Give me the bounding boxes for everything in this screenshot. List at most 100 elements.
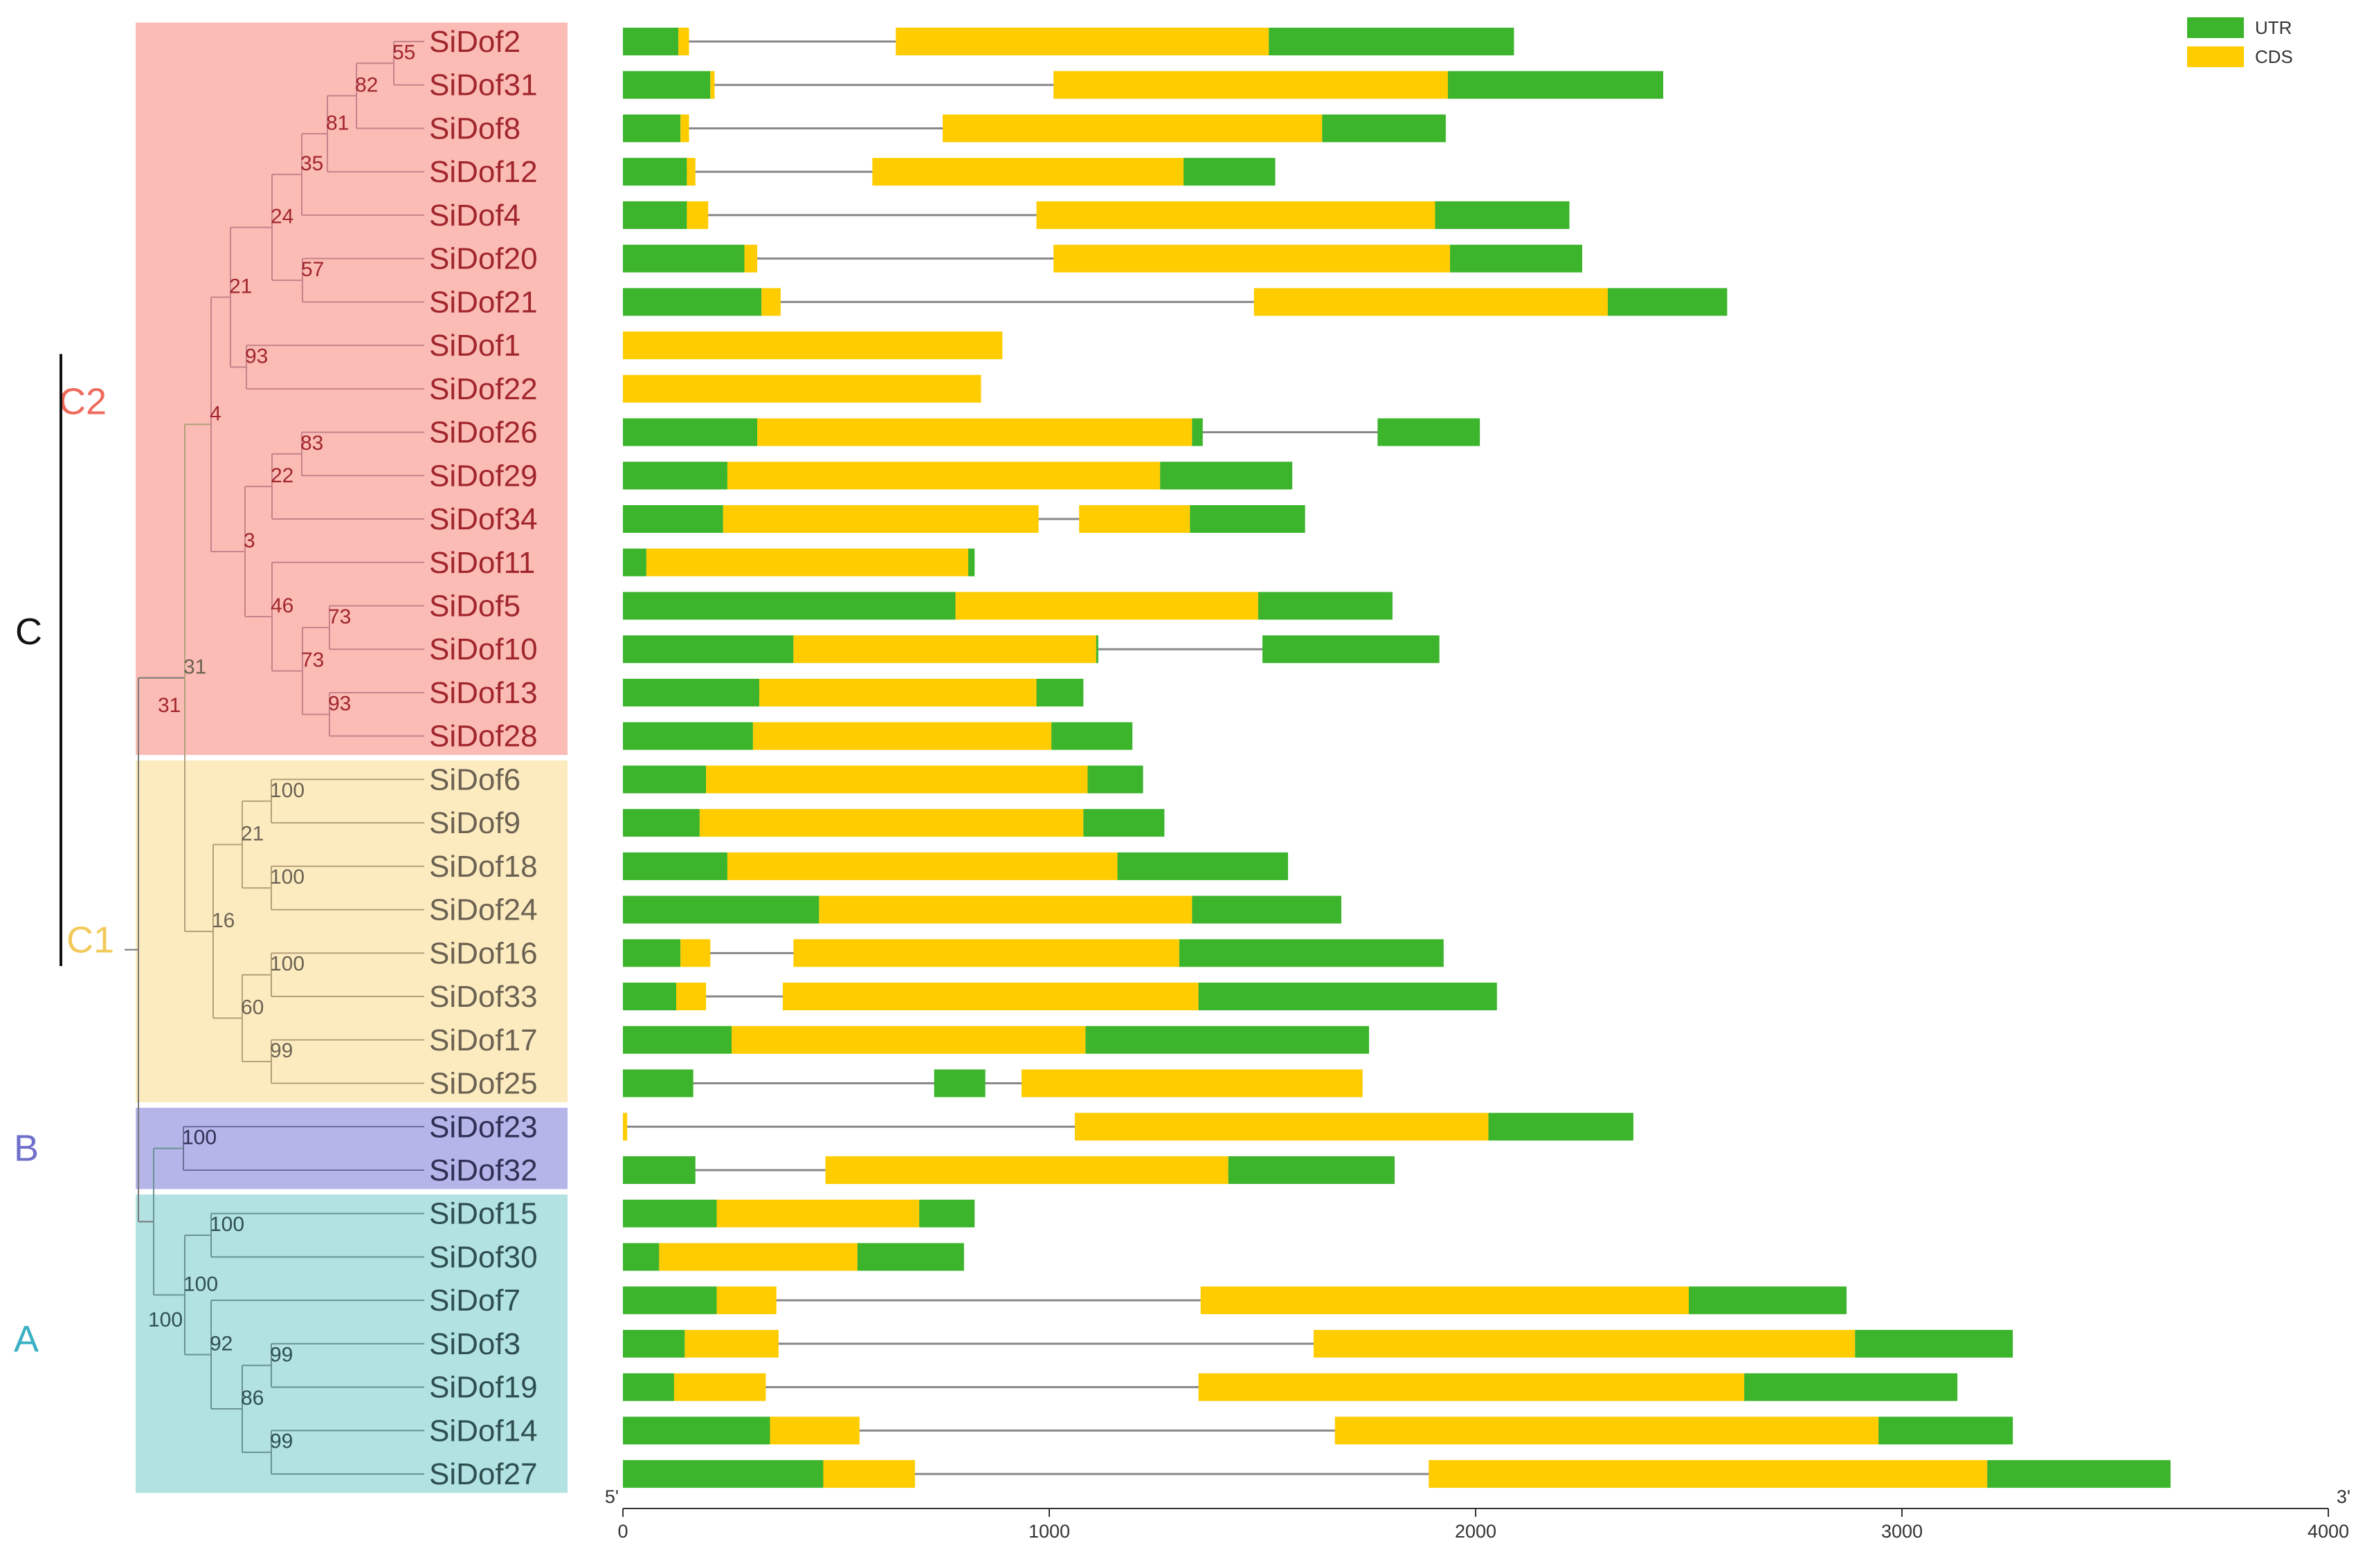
gene-label-sidof22: SiDof22	[429, 372, 538, 406]
bootstrap-value: 35	[300, 152, 323, 175]
utr-segment	[623, 548, 646, 576]
cds-segment	[716, 1199, 920, 1228]
bootstrap-value: 21	[229, 275, 252, 298]
bootstrap-value: 73	[328, 605, 351, 628]
gene-label-sidof31: SiDof31	[429, 69, 538, 102]
cds-segment	[1334, 1416, 1879, 1445]
cds-segment	[1053, 71, 1448, 99]
cds-segment	[752, 722, 1052, 750]
group-backgrounds: C2 C1 B A C	[14, 22, 568, 1493]
utr-segment	[1488, 1113, 1633, 1141]
cds-segment	[825, 1156, 1229, 1184]
gene-label-sidof18: SiDof18	[429, 850, 538, 884]
utr-segment	[623, 809, 700, 837]
cds-segment	[623, 331, 1003, 360]
cds-segment	[723, 505, 1039, 534]
gene-structures: SiDof2 SiDof31 SiDof8 SiDof12 SiDof4 SiDof20 S…	[429, 25, 2171, 1491]
utr-segment	[623, 462, 727, 490]
utr-segment	[1450, 244, 1582, 273]
utr-segment	[623, 939, 681, 967]
bootstrap-value: 100	[270, 953, 305, 976]
gene-label-sidof6: SiDof6	[429, 763, 520, 796]
cds-segment	[716, 1286, 777, 1315]
cds-segment	[1079, 505, 1190, 534]
cds-segment	[623, 1113, 628, 1141]
gene-label-sidof5: SiDof5	[429, 589, 520, 623]
utr-segment	[1855, 1329, 2013, 1358]
cds-segment	[732, 1025, 1086, 1054]
utr-segment	[919, 1199, 975, 1228]
utr-segment	[623, 1373, 674, 1401]
utr-segment	[1987, 1460, 2171, 1488]
clade-label-b: B	[14, 1128, 39, 1169]
utr-segment	[623, 288, 762, 316]
cds-segment	[623, 374, 981, 403]
cds-segment	[793, 635, 1096, 664]
utr-segment	[623, 28, 679, 55]
axis-three-prime-label: 3'	[2337, 1486, 2350, 1507]
cds-segment	[1313, 1329, 1856, 1358]
cds-segment	[770, 1416, 860, 1445]
cds-segment	[710, 71, 715, 99]
utr-segment	[623, 852, 727, 880]
utr-segment	[1036, 678, 1084, 706]
legend-cds-label: CDS	[2255, 46, 2293, 67]
phylogenetic-tree: 5582813557249321832273937346341001002110…	[125, 41, 424, 1475]
group-b-background	[136, 1107, 568, 1189]
cds-segment	[676, 983, 707, 1011]
cds-segment	[1053, 244, 1451, 273]
bootstrap-value: 55	[392, 41, 415, 64]
legend-cds-swatch	[2187, 46, 2244, 67]
cds-segment	[1021, 1069, 1363, 1097]
bootstrap-value: 24	[271, 206, 293, 228]
gene-label-sidof21: SiDof21	[429, 285, 538, 319]
utr-segment	[1447, 71, 1664, 99]
utr-segment	[623, 722, 753, 750]
utr-segment	[857, 1243, 964, 1271]
gene-label-sidof2: SiDof2	[429, 25, 520, 59]
bootstrap-value: 31	[158, 694, 181, 717]
utr-segment	[623, 418, 758, 446]
utr-segment	[1085, 1025, 1369, 1054]
gene-label-sidof10: SiDof10	[429, 632, 538, 666]
utr-segment	[1744, 1373, 1958, 1401]
utr-segment	[623, 983, 676, 1011]
axis-tick-label: 1000	[1029, 1521, 1070, 1542]
utr-segment	[1607, 288, 1728, 316]
bootstrap-value: 99	[270, 1430, 293, 1453]
utr-segment	[1435, 201, 1570, 229]
bootstrap-value: 57	[301, 258, 324, 281]
utr-segment	[968, 548, 975, 576]
cds-segment	[819, 895, 1193, 924]
clade-label-a: A	[14, 1319, 39, 1360]
gene-label-sidof33: SiDof33	[429, 980, 538, 1014]
utr-segment	[1258, 592, 1393, 620]
bootstrap-value: 60	[241, 996, 264, 1019]
cds-segment	[678, 28, 689, 55]
gene-label-sidof7: SiDof7	[429, 1284, 520, 1318]
cds-segment	[744, 244, 758, 273]
utr-segment	[1198, 983, 1497, 1011]
utr-segment	[623, 71, 711, 99]
bootstrap-value: 21	[241, 823, 264, 846]
utr-segment	[623, 114, 681, 143]
legend-utr-swatch	[2187, 17, 2244, 38]
cds-segment	[699, 809, 1084, 837]
bootstrap-value: 100	[210, 1213, 244, 1236]
utr-segment	[623, 244, 745, 273]
gene-label-sidof12: SiDof12	[429, 155, 538, 189]
clade-label-c1: C1	[66, 920, 114, 961]
utr-segment	[1269, 28, 1514, 55]
bootstrap-value: 31	[183, 656, 206, 679]
bootstrap-value: 81	[326, 111, 349, 134]
utr-segment	[623, 158, 687, 186]
cds-segment	[872, 158, 1184, 186]
axis-tick-label: 4000	[2308, 1521, 2349, 1542]
axis-tick-label: 3000	[1881, 1521, 1923, 1542]
cds-segment	[673, 1373, 766, 1401]
gene-label-sidof3: SiDof3	[429, 1327, 520, 1361]
gene-label-sidof15: SiDof15	[429, 1197, 538, 1231]
gene-label-sidof8: SiDof8	[429, 111, 520, 145]
bootstrap-value: 4	[210, 402, 221, 425]
